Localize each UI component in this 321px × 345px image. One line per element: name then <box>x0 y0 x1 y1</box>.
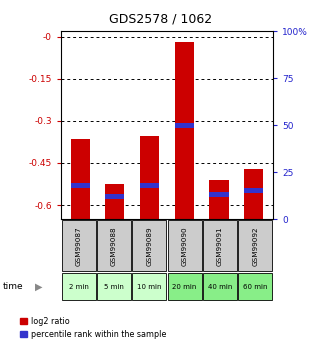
Text: time: time <box>3 282 24 291</box>
Legend: log2 ratio, percentile rank within the sample: log2 ratio, percentile rank within the s… <box>20 317 167 339</box>
Bar <box>105 194 124 199</box>
Bar <box>244 188 263 194</box>
Bar <box>132 220 166 272</box>
Bar <box>140 136 159 219</box>
Bar <box>140 183 159 188</box>
Text: GSM99089: GSM99089 <box>146 226 152 266</box>
Text: GSM99091: GSM99091 <box>217 226 223 266</box>
Bar <box>97 220 131 272</box>
Text: GSM99087: GSM99087 <box>76 226 82 266</box>
Bar <box>203 220 237 272</box>
Bar <box>244 169 263 219</box>
Text: 10 min: 10 min <box>137 284 161 290</box>
Bar <box>168 273 202 300</box>
Bar <box>62 220 96 272</box>
Bar <box>168 220 202 272</box>
Bar <box>62 273 96 300</box>
Bar <box>175 122 194 128</box>
Bar <box>175 42 194 219</box>
Bar <box>210 192 229 197</box>
Text: 2 min: 2 min <box>69 284 89 290</box>
Bar <box>238 273 272 300</box>
Text: GSM99088: GSM99088 <box>111 226 117 266</box>
Bar <box>105 184 124 219</box>
Text: 5 min: 5 min <box>104 284 124 290</box>
Text: 60 min: 60 min <box>243 284 267 290</box>
Bar <box>71 139 90 219</box>
Text: GSM99092: GSM99092 <box>252 226 258 266</box>
Bar <box>203 273 237 300</box>
Text: GSM99090: GSM99090 <box>182 226 187 266</box>
Bar <box>132 273 166 300</box>
Text: GDS2578 / 1062: GDS2578 / 1062 <box>109 12 212 25</box>
Text: 40 min: 40 min <box>208 284 232 290</box>
Bar <box>97 273 131 300</box>
Bar <box>71 183 90 188</box>
Text: 20 min: 20 min <box>172 284 197 290</box>
Bar <box>238 220 272 272</box>
Bar <box>210 180 229 219</box>
Text: ▶: ▶ <box>35 282 42 292</box>
